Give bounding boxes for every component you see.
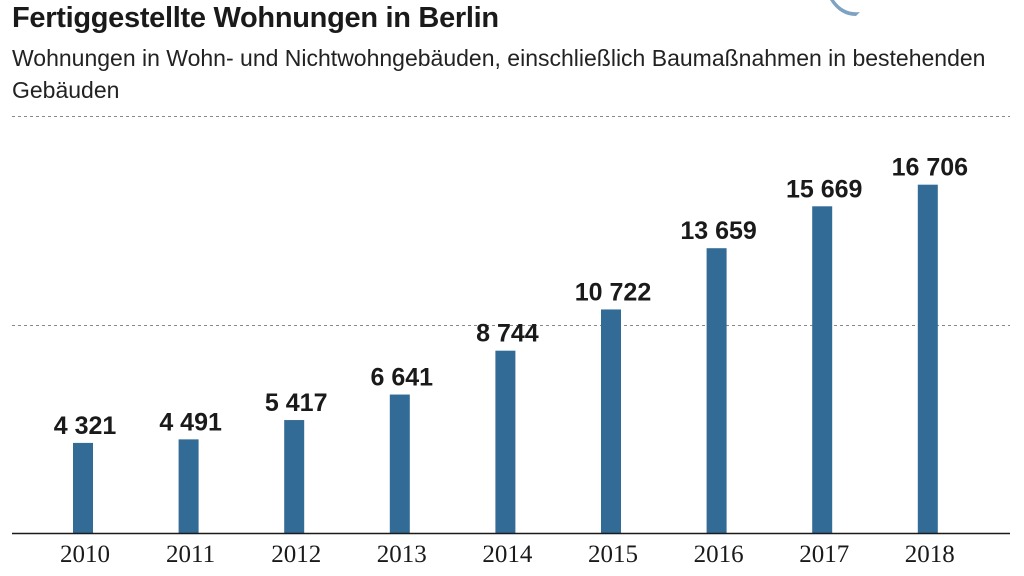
x-tick-label-2010: 2010 [60, 541, 110, 568]
bar-2012 [284, 420, 305, 533]
bar-2015 [601, 309, 621, 533]
value-label-2018: 16 706 [892, 154, 968, 182]
x-tick-label-2014: 2014 [482, 541, 533, 568]
value-label-2017: 15 669 [786, 175, 862, 203]
bar-2010 [73, 442, 93, 533]
value-label-2014: 8 744 [476, 320, 539, 348]
corner-decoration [830, 0, 860, 16]
chart-title: Fertiggestellte Wohnungen in Berlin [12, 2, 499, 34]
x-tick-label-2012: 2012 [271, 541, 321, 568]
x-tick-label-2011: 2011 [166, 541, 215, 568]
value-label-2010: 4 321 [54, 412, 117, 440]
x-tick-label-2017: 2017 [799, 541, 849, 568]
bar-2017 [812, 206, 833, 534]
value-label-2016: 13 659 [680, 217, 756, 245]
value-label-2012: 5 417 [265, 389, 328, 417]
x-tick-label-2013: 2013 [377, 541, 427, 568]
bar-2013 [389, 394, 410, 533]
bar-2011 [178, 439, 199, 533]
value-label-2011: 4 491 [159, 408, 222, 436]
value-label-2015: 10 722 [575, 278, 651, 306]
bar-2014 [495, 350, 516, 533]
bar-2018 [917, 184, 938, 533]
value-label-2013: 6 641 [371, 364, 434, 392]
x-tick-label-2018: 2018 [905, 541, 955, 568]
chart-subtitle: Wohnungen in Wohn- und Nichtwohngebäuden… [12, 45, 986, 103]
bar-2016 [706, 248, 727, 534]
x-tick-label-2015: 2015 [588, 541, 638, 568]
x-tick-label-2016: 2016 [694, 541, 744, 568]
